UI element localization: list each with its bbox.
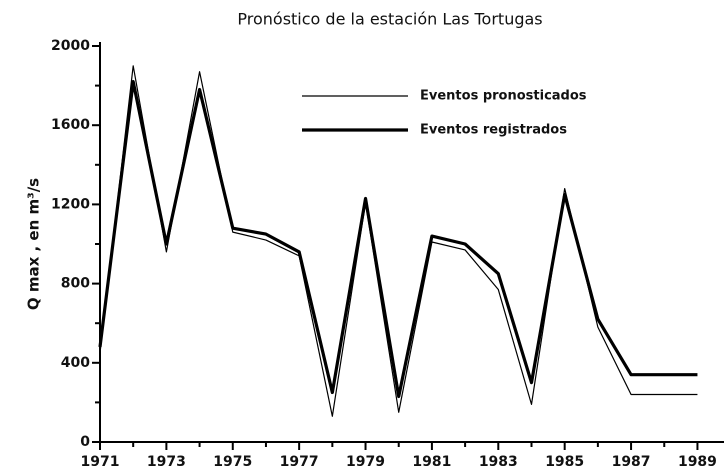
y-tick-label: 400 — [61, 355, 90, 371]
x-tick-label: 1973 — [147, 454, 186, 470]
x-tick-label: 1983 — [479, 454, 518, 470]
y-tick-label: 0 — [80, 434, 90, 450]
x-tick-label: 1977 — [280, 454, 319, 470]
y-tick-label: 2000 — [51, 38, 90, 54]
x-tick-label: 1989 — [678, 454, 717, 470]
x-tick-label: 1987 — [612, 454, 651, 470]
x-tick-label: 1971 — [81, 454, 120, 470]
legend-label: Eventos pronosticados — [420, 89, 587, 104]
x-tick-label: 1975 — [213, 454, 252, 470]
x-tick-label: 1979 — [346, 454, 385, 470]
x-tick-label: 1985 — [545, 454, 584, 470]
y-tick-label: 1600 — [51, 117, 90, 133]
series-line — [98, 80, 698, 399]
legend-label: Eventos registrados — [420, 123, 567, 138]
y-tick-label: 800 — [61, 276, 90, 292]
x-tick-label: 1981 — [412, 454, 451, 470]
y-axis-label: Q max , en m³/s — [25, 178, 43, 310]
series-line — [99, 65, 698, 417]
chart-title: Pronóstico de la estación Las Tortugas — [237, 10, 542, 29]
y-tick-label: 1200 — [51, 196, 90, 212]
